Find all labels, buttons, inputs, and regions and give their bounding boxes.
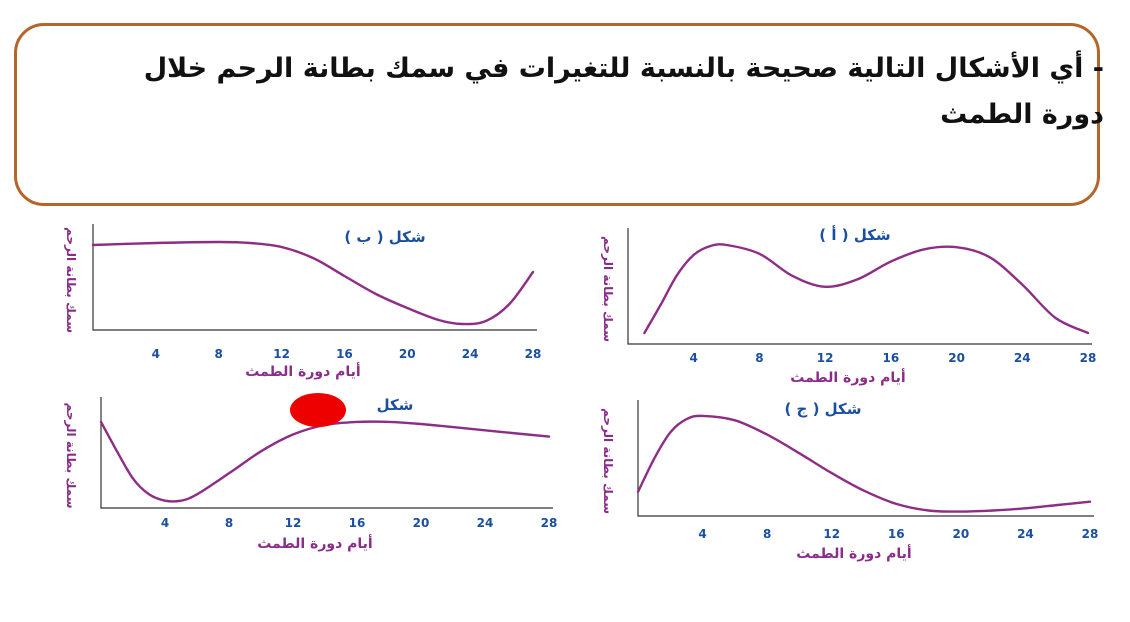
x-tick-label: 8 (763, 527, 771, 541)
y-axis-label: سمك بطانة الرحم (64, 402, 78, 508)
x-axis-label: أيام دورة الطمث (796, 544, 911, 562)
x-tick-label: 4 (690, 351, 698, 365)
x-tick-label: 8 (225, 516, 233, 530)
x-tick-label: 24 (462, 347, 479, 361)
x-tick-label: 20 (399, 347, 416, 361)
chart-title: شكل ( ج ) (784, 400, 861, 418)
chart-c-svg: شكل ( ج ) 4 8 12 16 20 24 28 أيام دورة الطمث سمك … (601, 400, 1098, 562)
x-tick-label: 24 (1017, 527, 1034, 541)
x-tick-label: 4 (152, 347, 160, 361)
x-tick-label: 12 (285, 516, 302, 530)
x-axis-label: أيام دورة الطمث (257, 534, 372, 552)
x-tick-label: 8 (215, 347, 223, 361)
x-tick-label: 28 (1080, 351, 1097, 365)
x-tick-label: 28 (525, 347, 542, 361)
axis-line (637, 400, 1094, 517)
x-tick-label: 16 (888, 527, 905, 541)
x-tick-label: 28 (1082, 527, 1099, 541)
x-tick-label: 20 (953, 527, 970, 541)
x-tick-label: 20 (948, 351, 965, 365)
axis-line (92, 224, 537, 331)
chart-a-svg: شكل ( أ ) 4 8 12 16 20 24 28 أيام دورة الطمث سمك … (601, 225, 1096, 386)
axis-line (627, 228, 1092, 345)
x-tick-label: 24 (1014, 351, 1031, 365)
x-axis-label: أيام دورة الطمث (245, 362, 360, 380)
question-text: - أي الأشكال التالية صحيحة بالنسبة للتغي… (143, 53, 1104, 130)
x-tick-label: 4 (161, 516, 169, 530)
chart-a: شكل ( أ ) 4 8 12 16 20 24 28 أيام دورة الطمث سمك … (590, 222, 1096, 392)
chart-title: شكل ( ب ) (344, 228, 425, 246)
x-tick-label: 16 (336, 347, 353, 361)
series-line (636, 414, 1092, 513)
x-tick-label: 12 (273, 347, 290, 361)
x-tick-label: 12 (817, 351, 834, 365)
chart-title: شكل ( أ ) (819, 225, 890, 244)
x-tick-label: 16 (883, 351, 900, 365)
x-tick-label: 8 (755, 351, 763, 365)
x-axis-label: أيام دورة الطمث (790, 368, 905, 386)
chart-b-svg: شكل ( ب ) 4 8 12 16 20 24 28 أيام دورة الطمث سمك … (64, 224, 542, 380)
series-line (99, 420, 551, 503)
chart-b: شكل ( ب ) 4 8 12 16 20 24 28 أيام دورة الطمث سمك … (55, 218, 555, 388)
x-tick-label: 28 (541, 516, 558, 530)
chart-c: شكل ( ج ) 4 8 12 16 20 24 28 أيام دورة الطمث سمك … (590, 392, 1098, 567)
x-tick-label: 16 (349, 516, 366, 530)
series-line (643, 243, 1090, 335)
chart-d: شكل 4 8 12 16 20 24 28 أيام دورة الطمث سمك بطانة … (55, 390, 558, 565)
y-axis-label: سمك بطانة الرحم (601, 408, 615, 514)
x-tick-label: 24 (477, 516, 494, 530)
x-tick-label: 20 (413, 516, 430, 530)
chart-title: شكل (377, 396, 414, 414)
x-tick-label: 12 (823, 527, 840, 541)
y-axis-label: سمك بطانة الرحم (64, 227, 78, 333)
series-line (91, 240, 535, 326)
question-box (14, 23, 1100, 206)
y-axis-label: سمك بطانة الرحم (601, 236, 615, 342)
axis-line (100, 397, 553, 509)
chart-d-svg: شكل 4 8 12 16 20 24 28 أيام دورة الطمث سمك بطانة … (64, 396, 558, 552)
x-tick-label: 4 (698, 527, 706, 541)
